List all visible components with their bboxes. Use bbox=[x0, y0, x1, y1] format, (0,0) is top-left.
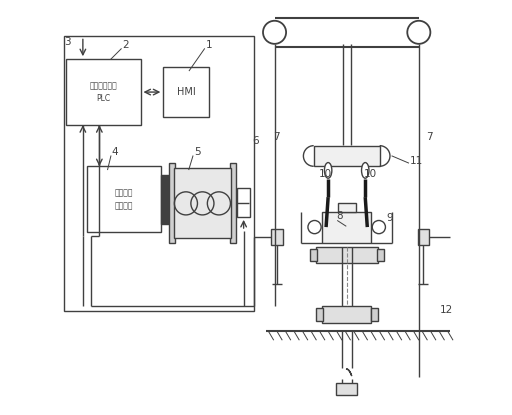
Text: 9: 9 bbox=[386, 213, 393, 223]
FancyBboxPatch shape bbox=[337, 203, 356, 212]
FancyBboxPatch shape bbox=[161, 175, 174, 224]
Text: 8: 8 bbox=[336, 212, 343, 222]
Ellipse shape bbox=[361, 163, 369, 178]
Circle shape bbox=[372, 220, 386, 234]
FancyBboxPatch shape bbox=[418, 229, 429, 244]
FancyBboxPatch shape bbox=[238, 188, 250, 217]
Text: 11: 11 bbox=[410, 156, 423, 166]
FancyBboxPatch shape bbox=[67, 59, 141, 125]
Text: 10: 10 bbox=[364, 169, 377, 179]
FancyBboxPatch shape bbox=[271, 229, 283, 244]
Text: 7: 7 bbox=[426, 132, 433, 142]
Ellipse shape bbox=[325, 163, 332, 178]
Text: 4: 4 bbox=[112, 147, 118, 157]
FancyBboxPatch shape bbox=[163, 67, 208, 117]
FancyBboxPatch shape bbox=[371, 308, 378, 321]
FancyBboxPatch shape bbox=[168, 164, 175, 243]
FancyBboxPatch shape bbox=[377, 249, 384, 261]
FancyBboxPatch shape bbox=[336, 383, 357, 395]
FancyBboxPatch shape bbox=[174, 168, 231, 238]
FancyBboxPatch shape bbox=[322, 306, 371, 323]
FancyBboxPatch shape bbox=[87, 166, 161, 232]
Text: 3: 3 bbox=[64, 37, 71, 46]
FancyBboxPatch shape bbox=[316, 247, 378, 263]
FancyBboxPatch shape bbox=[322, 212, 371, 242]
Text: 7: 7 bbox=[273, 132, 280, 142]
Text: 6: 6 bbox=[252, 136, 259, 146]
Text: 2: 2 bbox=[122, 39, 129, 49]
Text: HMI: HMI bbox=[177, 87, 195, 97]
Text: 5: 5 bbox=[194, 147, 201, 157]
FancyBboxPatch shape bbox=[229, 164, 236, 243]
Text: 1: 1 bbox=[206, 39, 212, 49]
FancyBboxPatch shape bbox=[310, 249, 316, 261]
FancyBboxPatch shape bbox=[316, 308, 323, 321]
Text: 10: 10 bbox=[318, 169, 332, 179]
Text: 综合控制系统
PLC: 综合控制系统 PLC bbox=[90, 81, 117, 103]
Text: 12: 12 bbox=[439, 305, 453, 315]
Circle shape bbox=[308, 220, 321, 234]
Text: 绞车接口
控制系统: 绞车接口 控制系统 bbox=[115, 188, 133, 210]
FancyBboxPatch shape bbox=[314, 146, 380, 166]
